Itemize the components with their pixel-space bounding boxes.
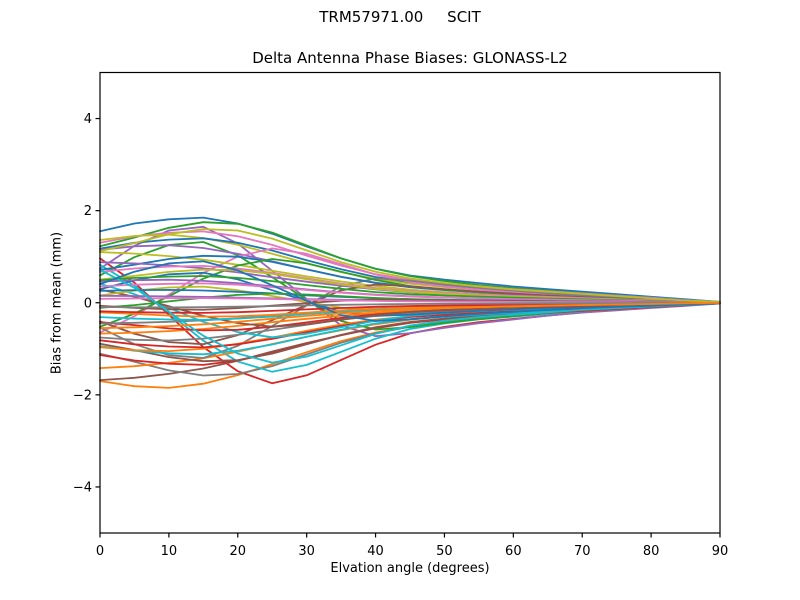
x-tick-label: 40 [367, 544, 384, 559]
x-tick-label: 0 [96, 544, 104, 559]
series-line [99, 301, 721, 309]
series-line [99, 225, 721, 338]
x-tick-label: 50 [436, 544, 453, 559]
x-tick-label: 30 [298, 544, 315, 559]
y-tick-label: 0 [84, 296, 92, 311]
series-line [99, 228, 721, 303]
axes-title: Delta Antenna Phase Biases: GLONASS-L2 [252, 49, 568, 67]
y-tick-label: −4 [73, 480, 92, 495]
y-tick-label: −2 [73, 388, 92, 403]
y-tick-label: 2 [84, 204, 92, 219]
x-tick-label: 10 [161, 544, 178, 559]
figure-suptitle: TRM57971.00 SCIT [319, 8, 481, 26]
x-tick-label: 70 [574, 544, 591, 559]
series-line [99, 277, 721, 359]
series-line [99, 260, 721, 322]
x-axis-label: Elvation angle (degrees) [330, 561, 490, 576]
y-tick-label: 4 [84, 112, 92, 127]
x-tick-label: 80 [643, 544, 660, 559]
series-line [99, 282, 721, 304]
x-tick-label: 60 [505, 544, 522, 559]
x-tick-label: 20 [230, 544, 247, 559]
series-line [99, 301, 721, 330]
series-line [99, 268, 721, 364]
x-tick-label: 90 [712, 544, 729, 559]
